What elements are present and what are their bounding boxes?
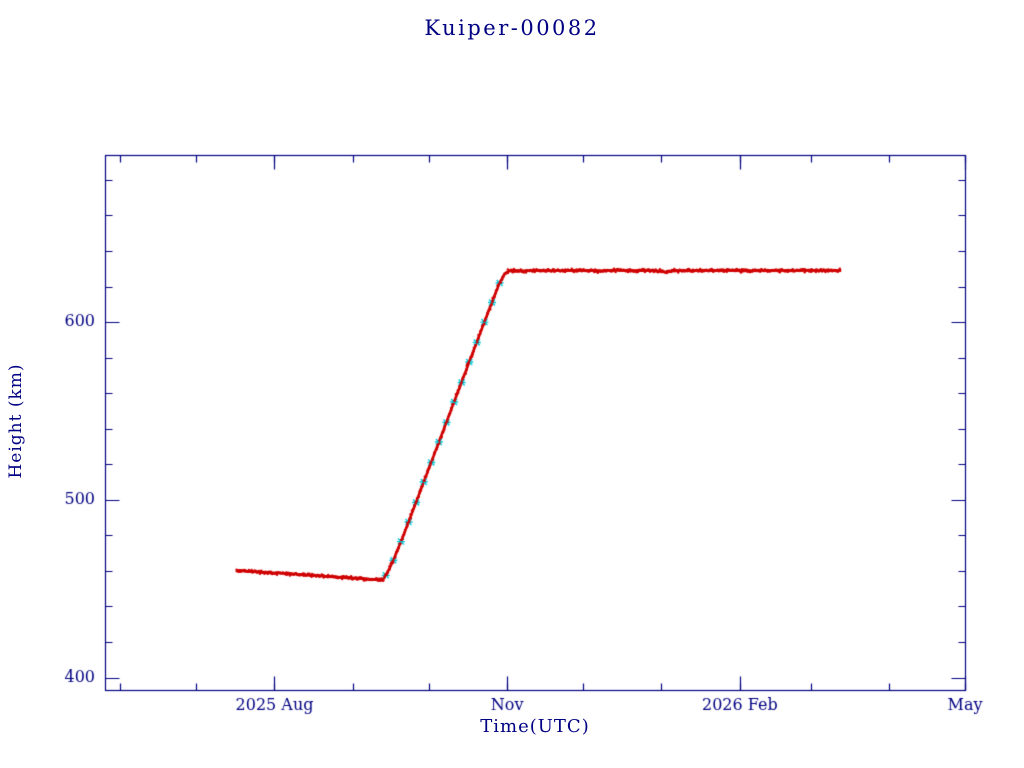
chart-title: Kuiper-00082 bbox=[424, 16, 600, 40]
y-axis-label: Height (km) bbox=[6, 363, 26, 479]
x-axis-label: Time(UTC) bbox=[480, 716, 590, 737]
